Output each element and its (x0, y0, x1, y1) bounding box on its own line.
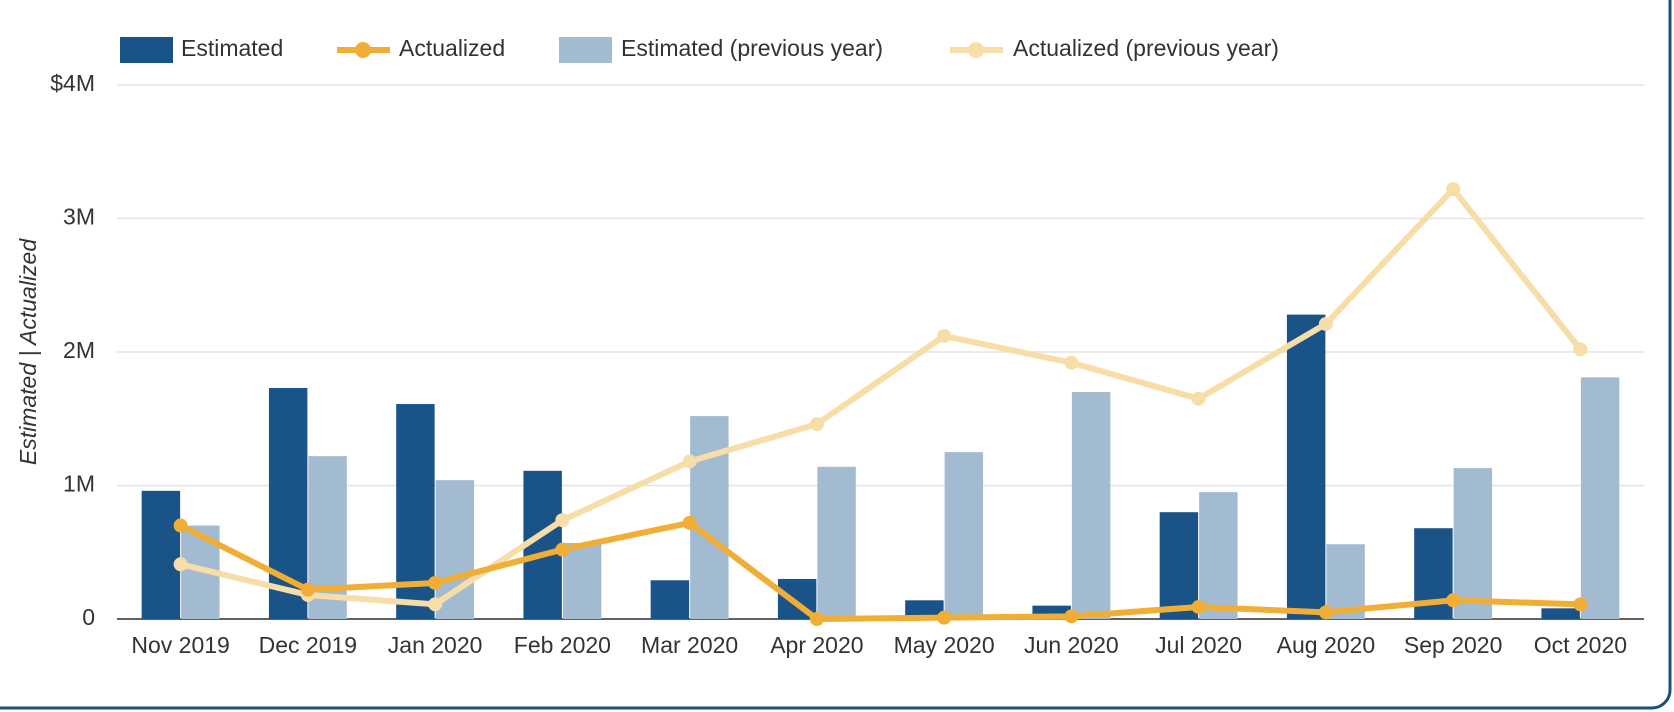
bar (1453, 468, 1493, 619)
point (937, 610, 952, 625)
point (1573, 597, 1588, 612)
point (809, 417, 824, 432)
legend-label: Estimated (181, 35, 283, 61)
x-tick-label: Mar 2020 (641, 632, 738, 658)
bar (1159, 512, 1199, 619)
point (555, 513, 570, 528)
y-tick-label: 2M (63, 337, 95, 363)
legend-swatch (559, 37, 612, 63)
y-tick-label: $4M (50, 70, 95, 96)
y-tick-label: 1M (63, 471, 95, 497)
point (1064, 609, 1079, 624)
point (173, 518, 188, 533)
x-tick-label: Feb 2020 (514, 632, 611, 658)
line (179, 519, 1581, 622)
x-tick-label: Dec 2019 (259, 632, 357, 658)
bar (1580, 377, 1620, 619)
bar (562, 542, 602, 619)
point (937, 328, 952, 343)
legend-label: Actualized (previous year) (1013, 35, 1279, 61)
legend-label: Actualized (399, 35, 505, 61)
point (809, 612, 824, 626)
point (1446, 182, 1461, 197)
bar (141, 490, 181, 619)
point (1446, 593, 1461, 608)
bar (905, 600, 944, 619)
point (1318, 605, 1333, 620)
legend-swatch (120, 37, 173, 63)
bar (1071, 392, 1111, 619)
legend-swatch (968, 42, 984, 58)
y-axis-label: Estimated | Actualized (15, 238, 41, 465)
y-tick-label: 0 (82, 604, 95, 630)
x-tick-label: Oct 2020 (1534, 632, 1627, 658)
x-tick-label: May 2020 (894, 632, 995, 658)
point (1191, 391, 1206, 406)
x-tick-label: Apr 2020 (770, 632, 863, 658)
point (682, 515, 697, 530)
point (1573, 342, 1588, 357)
point (682, 454, 697, 469)
bar (1286, 314, 1326, 619)
bar (817, 466, 856, 619)
point (555, 542, 570, 557)
point (428, 597, 443, 612)
x-tick-label: Nov 2019 (131, 632, 229, 658)
bar (944, 452, 984, 619)
point (1064, 355, 1079, 370)
x-tick-label: Jul 2020 (1155, 632, 1242, 658)
bar (1541, 608, 1580, 619)
point (1191, 599, 1206, 614)
x-tick-label: Aug 2020 (1277, 632, 1375, 658)
x-tick-label: Jan 2020 (388, 632, 483, 658)
legend-swatch (355, 42, 371, 58)
y-tick-label: 3M (63, 204, 95, 230)
point (1318, 316, 1333, 331)
point (428, 575, 443, 590)
legend-label: Estimated (previous year) (621, 35, 883, 61)
bar (650, 580, 690, 619)
bar (1199, 492, 1238, 619)
point (173, 557, 188, 572)
point (300, 582, 315, 597)
x-tick-label: Sep 2020 (1404, 632, 1502, 658)
bar (435, 480, 475, 619)
bar (690, 416, 729, 619)
line (179, 186, 1583, 608)
x-tick-label: Jun 2020 (1024, 632, 1119, 658)
